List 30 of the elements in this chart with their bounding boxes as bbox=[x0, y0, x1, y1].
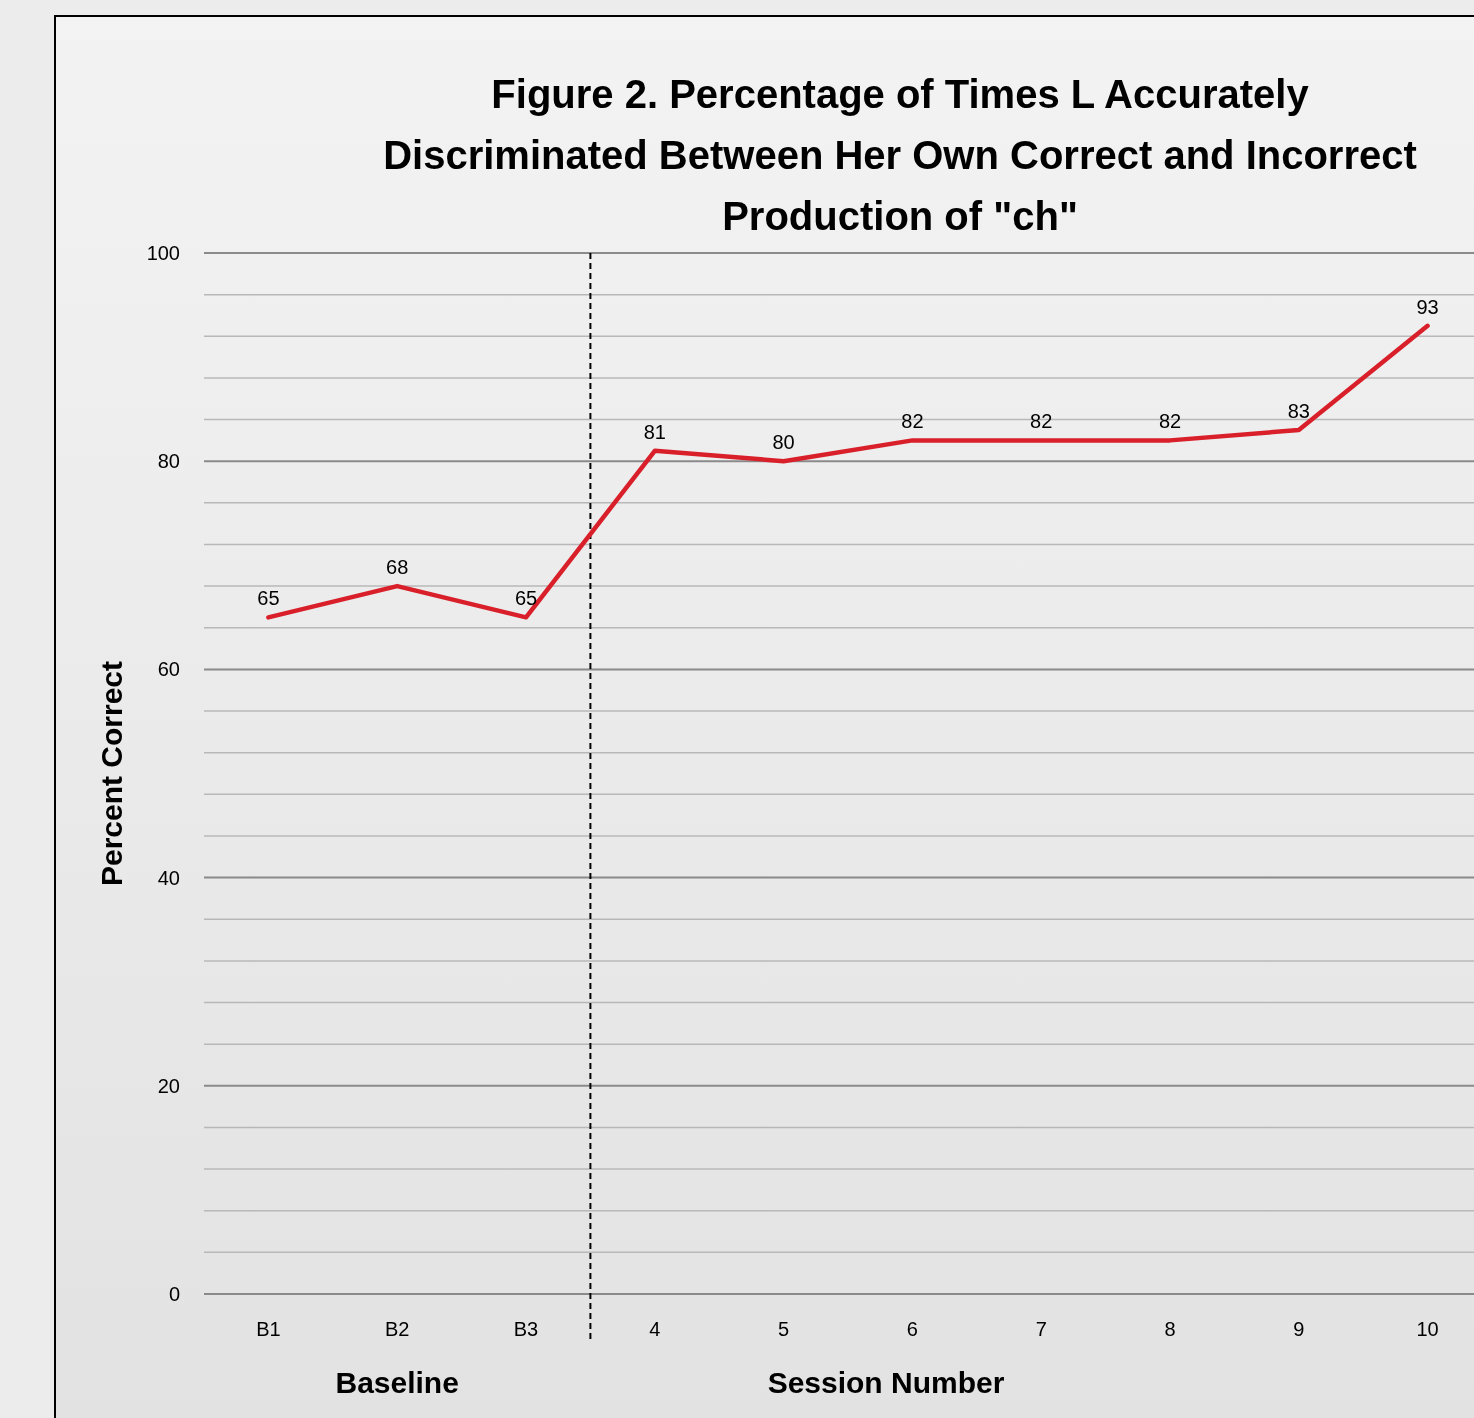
x-tick-label: 8 bbox=[1164, 1318, 1176, 1340]
y-tick-label: 40 bbox=[157, 866, 180, 889]
x-tick-label: B2 bbox=[384, 1318, 410, 1340]
x-tick-label: 6 bbox=[906, 1318, 918, 1340]
x-tick-label: 5 bbox=[778, 1318, 790, 1340]
x-tick-label: 7 bbox=[1035, 1318, 1047, 1340]
data-label: 65 bbox=[514, 587, 538, 610]
y-tick-label: 80 bbox=[157, 450, 180, 473]
y-tick-label: 60 bbox=[157, 658, 180, 681]
y-tick-label: 20 bbox=[157, 1074, 180, 1097]
data-label: 83 bbox=[1287, 399, 1310, 422]
x-tick-label: B1 bbox=[256, 1318, 281, 1340]
data-label: 65 bbox=[257, 587, 280, 610]
x-tick-label: 10 bbox=[1416, 1318, 1439, 1340]
x-axis-title: Session Number bbox=[767, 1366, 1005, 1399]
data-label: 93 bbox=[1416, 295, 1439, 318]
x-tick-label: B3 bbox=[513, 1318, 539, 1340]
data-label: 68 bbox=[386, 556, 409, 579]
text: Baseline bbox=[335, 1366, 459, 1399]
data-label: 82 bbox=[901, 410, 924, 433]
y-axis-title: Percent Correct bbox=[95, 660, 128, 887]
x-tick-label: 4 bbox=[649, 1318, 661, 1340]
chart-title: Figure 2. Percentage of Times L Accurately Discriminated Between Her Own Correct and Incorrect Production of "ch" bbox=[383, 72, 1417, 238]
y-tick-label: 100 bbox=[146, 242, 180, 264]
data-label: 82 bbox=[1158, 410, 1182, 433]
data-label: 81 bbox=[643, 420, 666, 443]
data-label: 82 bbox=[1030, 410, 1053, 433]
x-tick-label: 9 bbox=[1293, 1318, 1305, 1340]
y-tick-label: 0 bbox=[168, 1283, 180, 1305]
data-label: 80 bbox=[772, 431, 795, 454]
